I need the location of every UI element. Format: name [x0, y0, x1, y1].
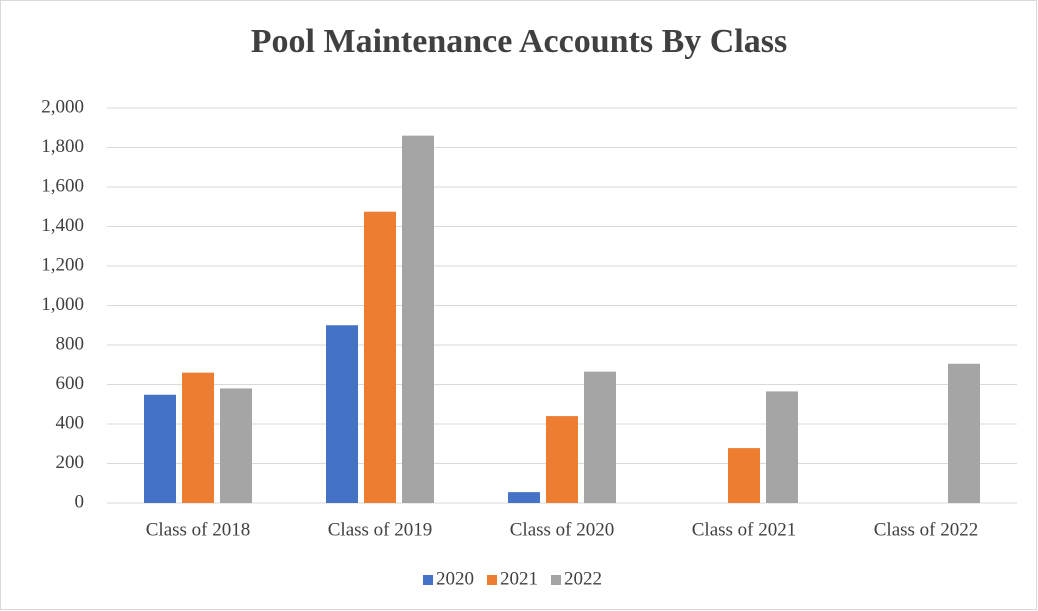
bar — [220, 388, 252, 503]
legend-label: 2021 — [500, 568, 538, 589]
legend-swatch — [551, 575, 561, 585]
y-tick-label: 1,400 — [41, 215, 84, 236]
bar — [508, 492, 540, 503]
x-tick-label: Class of 2019 — [328, 519, 433, 540]
x-tick-label: Class of 2020 — [510, 519, 615, 540]
bar — [948, 363, 980, 503]
bar — [728, 448, 760, 503]
x-tick-label: Class of 2018 — [146, 519, 251, 540]
y-tick-label: 400 — [56, 412, 85, 433]
legend-swatch — [423, 575, 433, 585]
bar — [766, 391, 798, 503]
legend-label: 2020 — [436, 568, 474, 589]
bar — [402, 135, 434, 503]
y-tick-label: 1,200 — [41, 254, 84, 275]
x-tick-label: Class of 2021 — [692, 519, 797, 540]
y-tick-label: 800 — [56, 333, 85, 354]
bar — [182, 372, 214, 503]
y-tick-label: 600 — [56, 373, 85, 394]
y-tick-label: 200 — [56, 452, 85, 473]
chart-title: Pool Maintenance Accounts By Class — [251, 23, 787, 60]
bar — [546, 416, 578, 503]
y-tick-label: 1,800 — [41, 136, 84, 157]
y-tick-label: 1,600 — [41, 175, 84, 196]
bar — [364, 211, 396, 503]
bar — [584, 371, 616, 503]
bar — [144, 394, 176, 503]
legend-swatch — [487, 575, 497, 585]
y-tick-label: 1,000 — [41, 294, 84, 315]
bar — [326, 325, 358, 503]
x-tick-label: Class of 2022 — [874, 519, 979, 540]
legend-label: 2022 — [564, 568, 602, 589]
y-tick-label: 2,000 — [41, 96, 84, 117]
y-tick-label: 0 — [75, 491, 85, 512]
